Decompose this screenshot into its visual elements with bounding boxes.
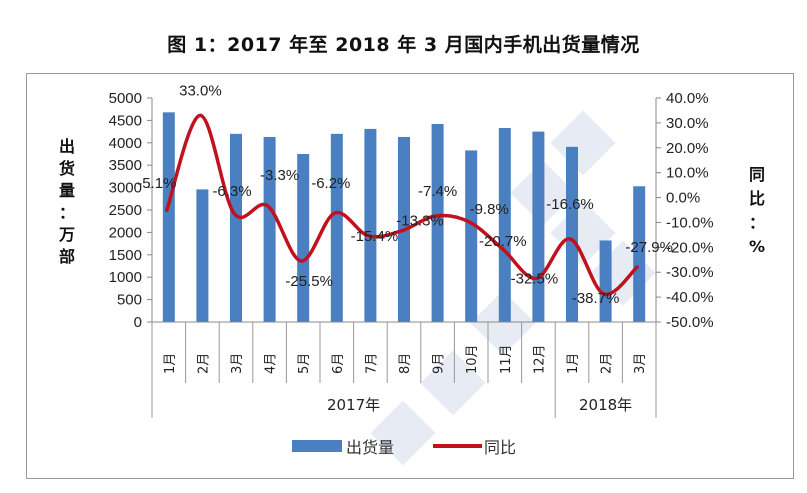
watermark-block [420,350,486,416]
bar [633,186,646,322]
bar [162,112,175,322]
yoy-data-labels: -5.1% 33.0% -6.3% -3.3% -25.5% -6.2% -15.4%-13… [137,82,673,306]
right-tick-label: 10.0% [666,165,709,182]
x-tick-label: 4月 [264,353,279,374]
yoy-line-path [165,113,639,296]
data-label: -16.6% [546,196,594,213]
bar [196,189,209,322]
right-tick-label: -10.0% [666,214,714,231]
year-group-label: 2017年 [327,396,380,414]
left-axis-title-char: 万 [58,225,75,244]
watermark-block [470,290,536,356]
right-y-axis: -50.0% -40.0% -30.0% -20.0% -10.0% 0.0% 10.0% 2… [655,90,714,331]
bar [364,128,377,322]
data-label: -6.3% [212,183,251,200]
right-tick-label: 30.0% [666,115,709,132]
bar [330,133,343,322]
shipment-bars [162,112,646,322]
axis-titles: 出货量 ： 万部 同比 ：% [58,137,765,266]
yoy-line [165,113,639,296]
x-tick-label: 2月 [196,353,211,374]
left-y-axis: 0 500 1000 1500 2000 2500 3000 3500 4000 4500 5000 [109,90,153,331]
x-tick-label: 8月 [398,353,413,374]
watermark-block [550,110,616,176]
data-label: -9.8% [470,201,509,218]
right-tick-label: -30.0% [666,264,714,281]
data-label: -25.5% [285,273,333,290]
x-tick-label: 2月 [600,353,615,374]
bar [599,240,612,322]
legend-label-line: 同比 [484,438,516,457]
left-axis-title-char: 量 [59,181,75,200]
x-tick-label: 7月 [364,353,379,374]
data-label: -6.2% [311,175,350,192]
data-label: -38.7% [572,290,620,307]
data-label: -27.9% [625,239,673,256]
bar [465,150,478,322]
left-axis-title-char: 部 [59,247,75,266]
legend-label-bar: 出货量 [346,438,394,457]
x-tick-label: 9月 [432,353,447,374]
right-tick-label: -20.0% [666,239,714,256]
right-axis-title-char: ： [749,213,765,232]
data-label: -7.4% [418,183,457,200]
left-tick-label: 4000 [109,135,142,152]
x-tick-label: 1月 [163,353,178,374]
x-tick-label: 5月 [297,353,312,374]
left-axis-title-char: 出 [59,137,75,156]
left-tick-label: 1500 [109,247,142,264]
left-tick-label: 3500 [109,157,142,174]
left-tick-label: 2000 [109,224,142,241]
right-tick-label: -50.0% [666,314,714,331]
left-tick-label: 500 [117,292,142,309]
left-axis-title-char: 货 [59,159,75,178]
bar [431,123,444,322]
chart-frame [26,73,794,479]
right-axis-title-char: 比 [749,189,765,208]
left-axis-title-char: ： [59,203,75,222]
left-tick-label: 2500 [109,202,142,219]
left-tick-label: 3000 [109,180,142,197]
x-tick-label: 12月 [532,344,547,374]
right-tick-label: 0.0% [666,190,700,207]
left-tick-label: 4500 [109,112,142,129]
bar [498,128,511,322]
left-tick-label: 0 [134,314,142,331]
bar [566,146,578,322]
bar [532,131,545,322]
right-axis-title-char: 同 [749,165,765,184]
data-label: 33.0% [179,82,222,99]
data-label: -15.4% [351,228,399,245]
x-tick-label: 10月 [465,344,480,374]
legend-swatch-bar [292,440,342,452]
right-tick-label: -40.0% [666,289,714,306]
data-label: -5.1% [137,175,176,192]
bar [263,136,276,322]
x-tick-label: 6月 [331,353,346,374]
x-axis: 1月 2月 3月 4月 5月 6月 7月 8月 9月 10月 11月 12月 1月 2月 3月 2017年 20… [151,321,657,418]
x-tick-label: 11月 [499,344,514,374]
right-tick-label: 20.0% [666,140,709,157]
bar [230,133,242,322]
bar [297,154,310,322]
x-tick-label: 3月 [230,353,245,374]
x-tick-label: 1月 [566,353,581,374]
right-tick-label: 40.0% [666,90,709,107]
right-axis-title-char: % [749,237,765,256]
data-label: -20.7% [479,233,527,250]
x-tick-label: 3月 [633,353,648,374]
year-group-label: 2018年 [579,396,632,414]
data-label: -3.3% [260,167,299,184]
data-label: -13.3% [396,213,444,230]
left-tick-label: 1000 [109,269,142,286]
legend: 出货量 同比 [292,438,516,457]
watermark-block [370,400,436,466]
data-label: -32.5% [511,270,559,287]
chart-title: 图 1：2017 年至 2018 年 3 月国内手机出货量情况 [167,34,640,56]
left-tick-label: 5000 [109,90,142,107]
